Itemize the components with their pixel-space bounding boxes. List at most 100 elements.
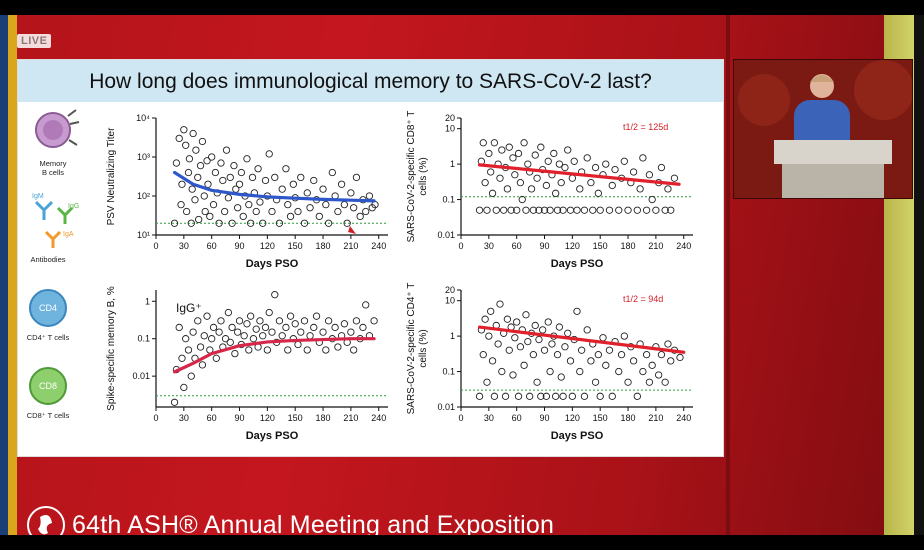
data-point [203, 157, 211, 165]
data-point [481, 315, 489, 323]
data-point [516, 343, 525, 351]
data-point [240, 332, 248, 340]
data-point [667, 206, 675, 214]
data-point [546, 206, 554, 214]
data-point [487, 168, 495, 176]
data-point [184, 168, 193, 177]
data-point [319, 185, 327, 193]
data-point [356, 212, 364, 221]
data-point [580, 206, 589, 214]
data-point [198, 361, 207, 369]
data-point [247, 312, 255, 320]
data-point [319, 328, 327, 336]
speaker-video [733, 59, 913, 199]
data-point [175, 323, 183, 332]
data-point [516, 178, 525, 187]
chart-neutralizing-titer: 0 30 60 90 120 150 180 210 240 10¹ 10² 10³ 10⁴ Days P… [106, 113, 388, 270]
data-point [642, 350, 651, 359]
divider-stripe [726, 15, 730, 535]
data-point [559, 206, 567, 214]
data-point [509, 371, 517, 379]
data-point [362, 301, 370, 309]
data-point [629, 357, 638, 365]
x-tick-label: 240 [371, 241, 386, 251]
data-point [568, 174, 577, 182]
live-badge: LIVE [17, 34, 52, 48]
cell-legend: Memory B cells IgM IgG IgA Antibodies CD… [27, 109, 79, 420]
data-point [284, 201, 292, 209]
data-point [224, 308, 233, 317]
data-point [221, 335, 230, 343]
data-point [271, 173, 279, 182]
data-point [492, 206, 500, 214]
data-point [633, 392, 641, 400]
data-point [208, 153, 216, 161]
data-point [188, 185, 196, 193]
y-tick-label: 10 [445, 124, 455, 134]
x-tick-label: 0 [153, 241, 158, 251]
data-point [573, 307, 581, 315]
data-point [192, 146, 200, 154]
x-axis-label: Days PSO [551, 430, 604, 442]
cd4-icon-text: CD4 [39, 303, 57, 313]
data-point [518, 195, 526, 204]
data-point [667, 357, 675, 365]
data-point [282, 165, 290, 173]
data-point [196, 162, 205, 170]
data-point [224, 194, 233, 202]
x-tick-label: 120 [260, 241, 275, 251]
data-point [261, 323, 270, 332]
data-point [275, 317, 284, 325]
data-point [204, 180, 212, 188]
x-tick-label: 90 [540, 413, 550, 423]
presentation-slide: How long does immunological memory to SA… [17, 59, 724, 457]
data-point [475, 206, 484, 214]
data-point [189, 129, 197, 138]
antibodies-icon [34, 200, 74, 248]
x-tick-label: 30 [179, 241, 189, 251]
data-point [306, 204, 314, 212]
data-point [488, 357, 497, 365]
data-point [322, 346, 330, 354]
data-point [278, 332, 286, 340]
data-point [670, 174, 679, 182]
x-tick-label: 150 [288, 413, 303, 423]
y-tick-label: 0.1 [442, 195, 455, 205]
x-tick-label: 90 [540, 241, 550, 251]
data-point [263, 346, 272, 354]
data-point [343, 219, 351, 227]
data-point [657, 163, 666, 172]
data-point [676, 353, 684, 362]
y-tick-label: 20 [445, 113, 455, 123]
data-point [503, 185, 512, 193]
data-point [633, 206, 641, 214]
data-point [568, 392, 577, 400]
data-point [300, 317, 309, 325]
data-point [533, 378, 541, 386]
data-point [362, 207, 370, 216]
data-point [206, 212, 214, 221]
data-point [254, 165, 262, 173]
data-point [187, 372, 195, 380]
data-point [596, 206, 604, 214]
memory-b-label-2: B cells [42, 168, 64, 177]
data-point [645, 378, 654, 386]
x-tick-label: 240 [371, 413, 386, 423]
data-point [615, 206, 623, 214]
y-axis-label: Spike-specific memory B, % [106, 286, 117, 411]
data-point [498, 367, 506, 376]
data-point [337, 180, 346, 188]
data-point [550, 149, 558, 158]
data-point [247, 219, 255, 227]
data-point [170, 398, 179, 406]
y-tick-label: 10¹ [137, 230, 150, 240]
data-point [490, 392, 499, 400]
data-point [261, 176, 270, 185]
data-point [605, 206, 614, 214]
x-tick-label: 240 [676, 413, 691, 423]
data-point [527, 185, 536, 193]
data-point [203, 312, 211, 320]
data-point [284, 346, 292, 354]
data-point [479, 139, 487, 147]
